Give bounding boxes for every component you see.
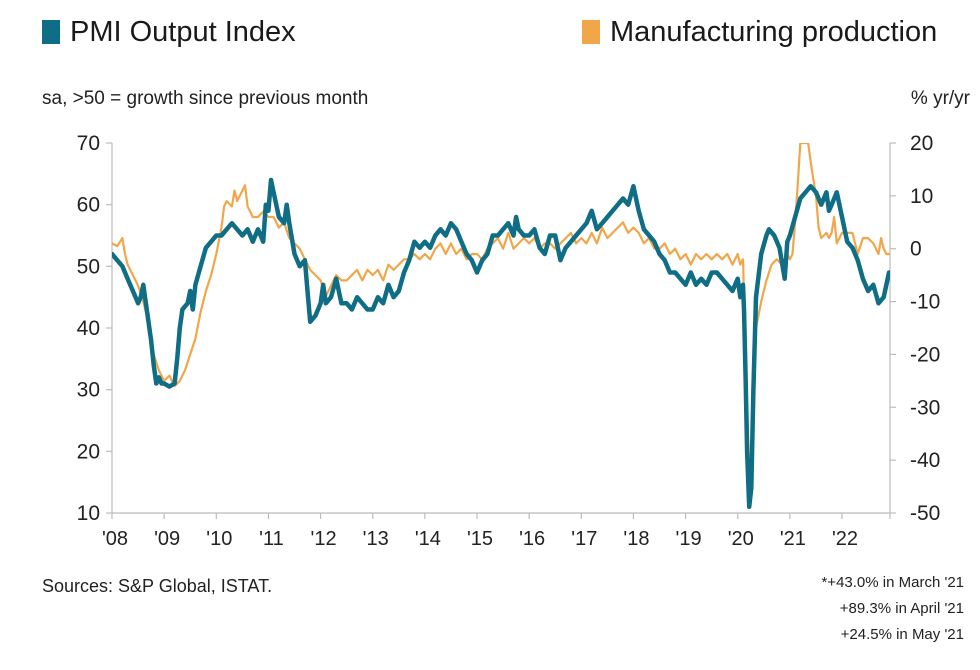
x-tick-label: '17 (571, 528, 597, 550)
left-tick-label: 70 (77, 132, 100, 155)
right-tick-label: 20 (910, 132, 933, 155)
x-tick-label: '22 (832, 528, 858, 550)
legend-swatch-mfg (582, 20, 600, 44)
x-tick-label: '18 (623, 528, 649, 550)
legend-swatch-pmi (42, 20, 60, 44)
x-tick-label: '11 (259, 528, 284, 550)
x-tick-label: '19 (676, 528, 702, 550)
right-tick-label: -30 (910, 396, 940, 419)
right-tick-label: -40 (910, 449, 940, 472)
legend-label-mfg: Manufacturing production (610, 15, 938, 48)
right-tick-label: -20 (910, 343, 940, 366)
left-tick-label: 40 (77, 317, 100, 340)
x-tick-label: '20 (728, 528, 754, 550)
footnotes: *+43.0% in March '21 +89.3% in April '21… (821, 570, 964, 648)
x-tick-label: '09 (154, 528, 180, 550)
left-tick-label: 30 (77, 379, 100, 402)
right-tick-label: 10 (910, 185, 933, 208)
right-tick-label: -10 (910, 291, 940, 314)
series-line-mfg (112, 143, 890, 488)
right-axis-title: % yr/yr (910, 88, 970, 109)
left-axis-title: sa, >50 = growth since previous month (42, 88, 369, 109)
legend-item-pmi: PMI Output Index (42, 12, 296, 52)
right-tick-label: 0 (910, 238, 922, 261)
legend-item-mfg: Manufacturing production (582, 12, 937, 52)
right-tick-label: -50 (910, 502, 940, 525)
series-line-pmi (112, 177, 890, 510)
left-tick-label: 10 (77, 502, 100, 525)
footnote: *+43.0% in March '21 (821, 574, 964, 591)
footnote: +89.3% in April '21 (839, 600, 964, 617)
left-tick-label: 20 (77, 440, 100, 463)
legend-label-pmi: PMI Output Index (70, 15, 296, 48)
footnote: +24.5% in May '21 (840, 626, 964, 643)
x-tick-label: '10 (206, 528, 232, 550)
x-tick-label: '14 (415, 528, 441, 550)
x-tick-label: '12 (311, 528, 337, 550)
x-tick-label: '13 (363, 528, 389, 550)
chart-axes: 10 20 30 40 50 60 70 -50 -40 -30 -20 -10 0 10 20 '08 '09… (77, 132, 941, 550)
left-tick-label: 50 (77, 255, 100, 278)
x-tick-label: '16 (519, 528, 545, 550)
left-tick-label: 60 (77, 194, 100, 217)
sources-note: Sources: S&P Global, ISTAT. (42, 576, 273, 596)
x-tick-label: '21 (780, 528, 806, 550)
x-tick-label: '15 (467, 528, 493, 550)
x-tick-label: '08 (102, 528, 128, 550)
chart-series (112, 143, 890, 510)
